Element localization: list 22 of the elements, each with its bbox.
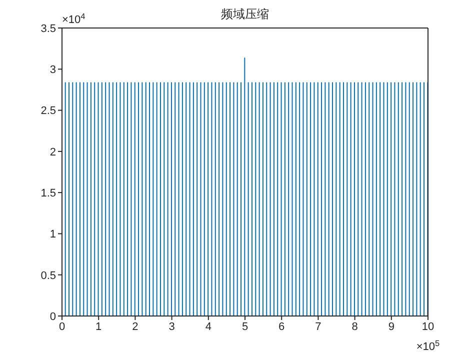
text: ×10$^{5}$ [416, 338, 440, 353]
y-tick-label: 1.5 [40, 187, 56, 200]
text: ×10$^{4}$ [62, 12, 86, 26]
y-tick-label: 0.5 [40, 270, 56, 282]
x-tick-label: 7 [315, 320, 322, 333]
chart-title: 频域压缩 [221, 7, 269, 21]
x-tick-label: 2 [132, 320, 138, 333]
x-tick-label: 4 [205, 320, 212, 333]
y-tick-label: 2 [50, 146, 56, 158]
y-tick-label: 2.5 [40, 105, 56, 118]
y-tick-label: 0 [50, 310, 56, 323]
x-tick-label: 5 [242, 320, 248, 333]
x-tick-label: 8 [352, 320, 358, 333]
x-tick-label: 1 [96, 320, 102, 333]
x-tick-label: 6 [278, 320, 285, 333]
x-tick-label: 0 [58, 320, 66, 333]
y-tick-label: 3 [50, 64, 56, 76]
y-tick-label: 1 [50, 228, 56, 241]
x-tick-label: 3 [168, 320, 175, 333]
x-tick-label: 10 [422, 320, 434, 333]
x-tick-label: 9 [388, 320, 394, 333]
y-tick-label: 3.5 [40, 22, 56, 35]
